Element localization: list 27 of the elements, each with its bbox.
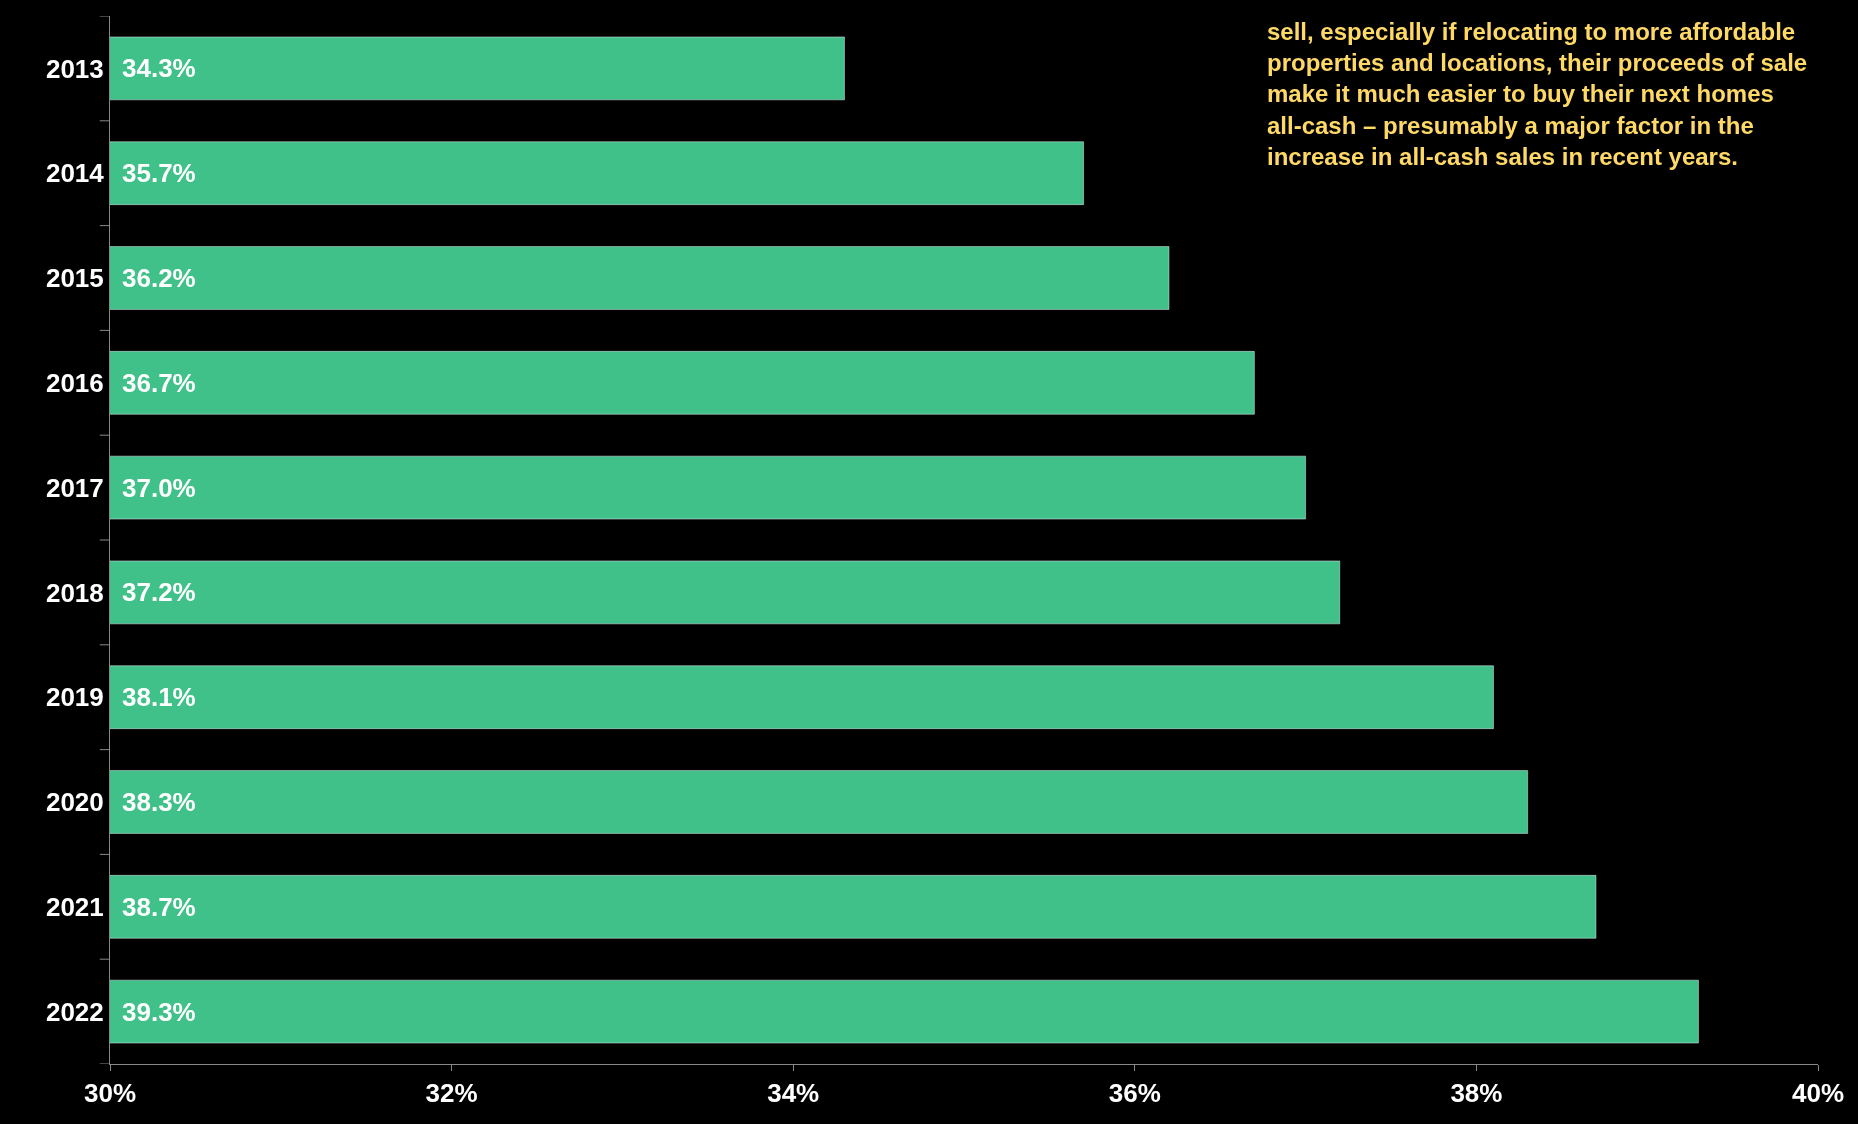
x-tick-label: 32% [425, 1078, 478, 1109]
y-tick-label: 2018 [45, 577, 104, 608]
y-tick-label: 2017 [45, 472, 104, 503]
data-label: 38.1% [122, 682, 196, 712]
annotation: sell, especially if relocating to more affordable properties and locations, their proceeds of sale make it much easier to buy their next homes all-cash – presumably a major factor in the increase in all-cash sales in recent years. [1267, 18, 1808, 170]
data-label: 36.7% [122, 368, 196, 398]
y-tick-label: 2019 [45, 682, 104, 713]
x-tick-label: 36% [1108, 1078, 1161, 1109]
data-label: 36.2% [122, 263, 196, 293]
data-label: 35.7% [122, 158, 196, 188]
data-label: 38.7% [122, 892, 196, 922]
y-tick-label: 2016 [45, 367, 104, 398]
x-tick-label: 38% [1450, 1078, 1503, 1109]
data-label: 39.3% [122, 997, 196, 1027]
y-tick-label: 2020 [45, 787, 104, 818]
y-tick-label: 2013 [45, 53, 104, 84]
x-tick-label: 40% [1791, 1078, 1845, 1109]
y-tick-label: 2022 [45, 996, 104, 1027]
data-label: 37.0% [122, 473, 196, 503]
data-label: 37.2% [122, 577, 196, 607]
y-tick-label: 2014 [45, 158, 105, 189]
y-tick-label: 2015 [45, 263, 104, 294]
x-tick-label: 30% [83, 1078, 137, 1109]
data-label: 34.3% [122, 53, 196, 83]
x-tick-label: 34% [767, 1078, 820, 1109]
data-label: 38.3% [122, 787, 196, 817]
y-tick-label: 2021 [45, 891, 104, 922]
